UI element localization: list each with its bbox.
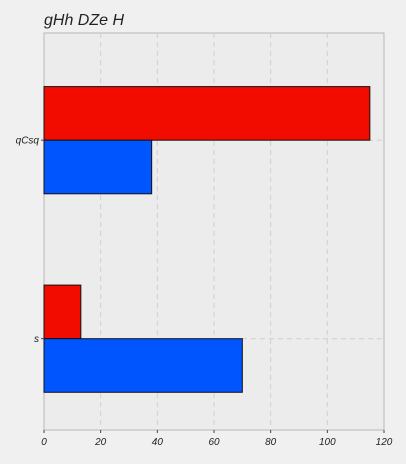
x-tick-label: 0 (41, 437, 47, 448)
bar-qCsq-series-1 (43, 86, 371, 141)
x-tick-label: 20 (94, 437, 107, 448)
chart-title: gHh DZe H (44, 12, 124, 29)
x-axis-ticks: 0 20 40 60 80 100 120 (41, 430, 393, 448)
x-tick-label: 40 (152, 437, 164, 448)
bar-s-series-2 (43, 338, 243, 393)
bar-qCsq-series-2 (43, 139, 153, 195)
y-tick-label: qCsq (16, 136, 40, 147)
y-axis-ticks: qCsq s (16, 136, 44, 345)
bar-s-series-1 (43, 284, 82, 340)
x-tick-label: 100 (319, 437, 336, 448)
x-tick-label: 120 (376, 437, 393, 448)
bars (43, 86, 371, 393)
x-tick-label: 80 (265, 437, 277, 448)
x-tick-label: 60 (208, 437, 220, 448)
y-tick-label: s (34, 334, 39, 345)
